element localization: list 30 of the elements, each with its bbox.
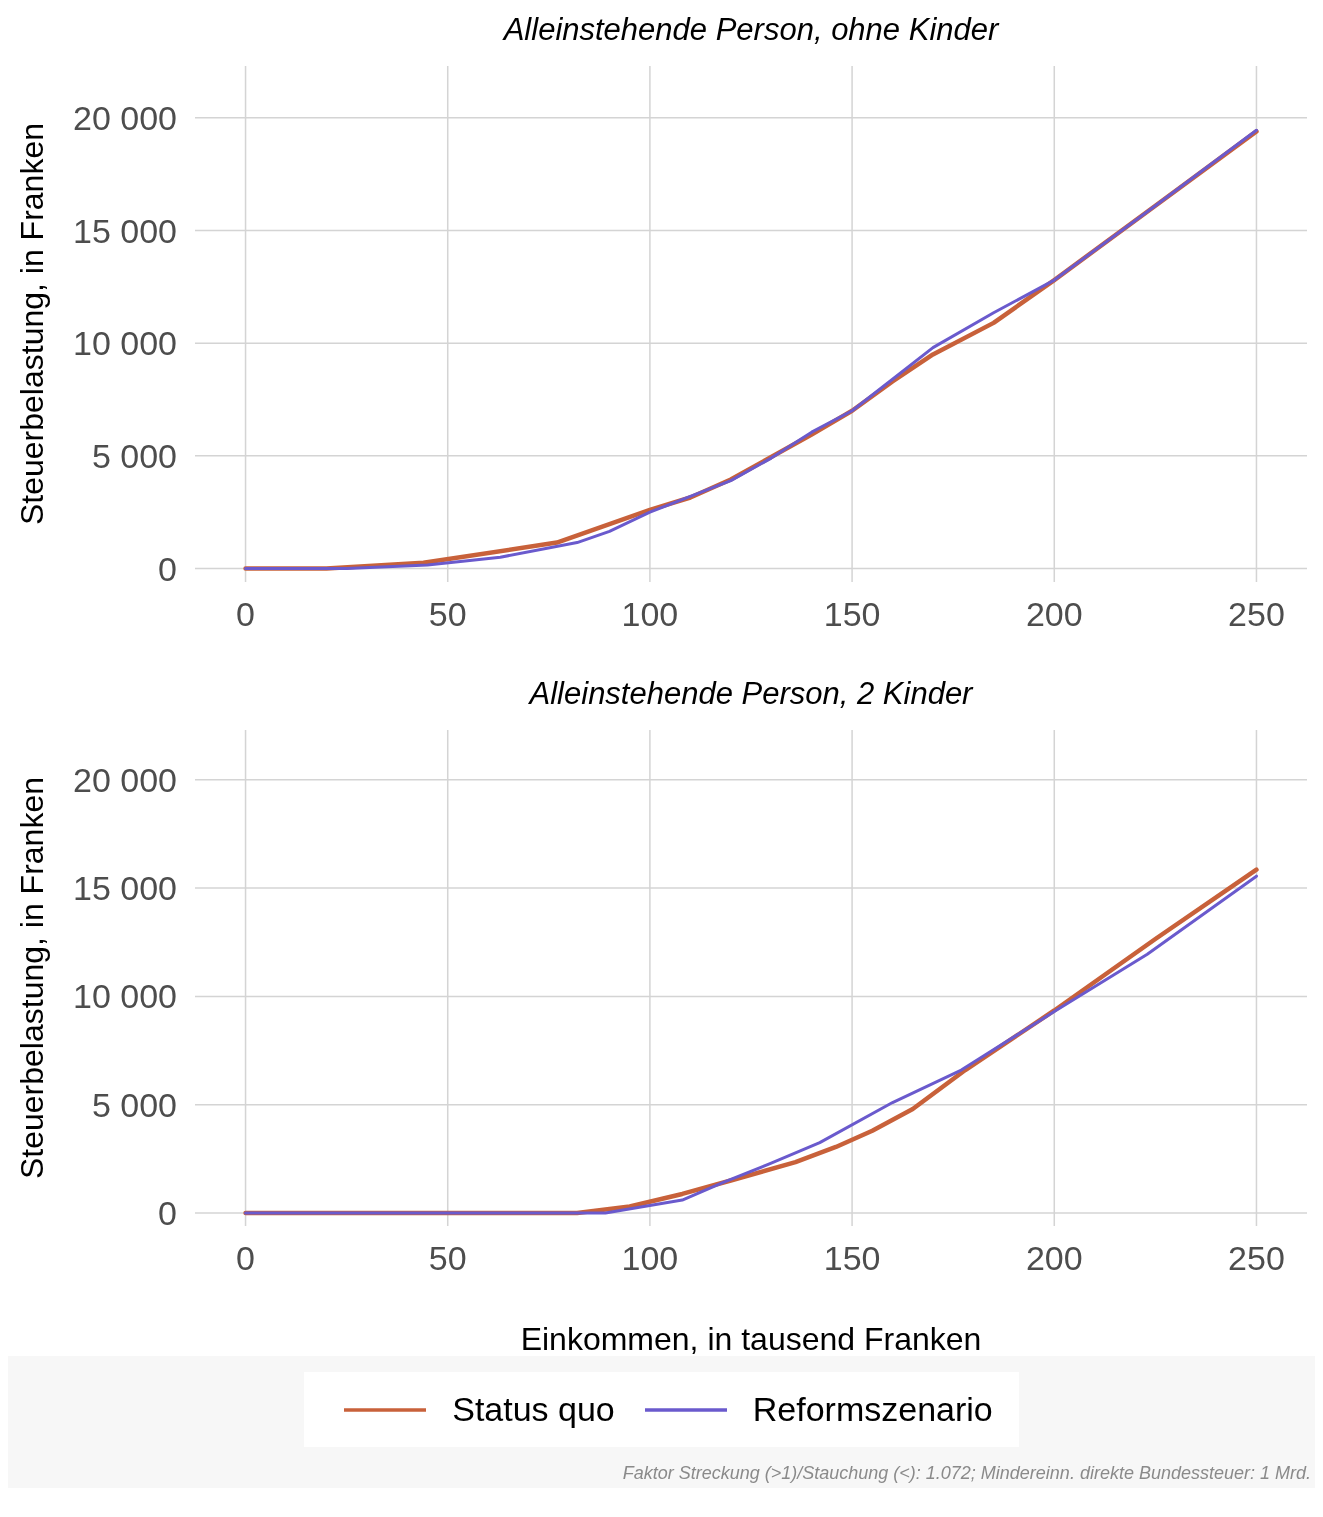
y-tick-label: 0 xyxy=(158,549,177,588)
chart-title: Alleinstehende Person, ohne Kinder xyxy=(501,11,1001,49)
y-tick-label: 20 000 xyxy=(73,760,177,799)
y-tick-label: 0 xyxy=(158,1194,177,1233)
y-tick-label: 15 000 xyxy=(73,869,177,908)
y-axis-title: Steuerbelastung, in Franken xyxy=(14,122,51,526)
x-tick-label: 200 xyxy=(1025,1239,1083,1278)
x-tick-label: 50 xyxy=(428,595,467,634)
x-tick-label: 0 xyxy=(236,1239,256,1278)
y-axis-title: Steuerbelastung, in Franken xyxy=(14,776,51,1180)
y-tick-label: 5 000 xyxy=(91,1085,177,1124)
x-tick-label: 150 xyxy=(823,1239,881,1278)
x-tick-label: 100 xyxy=(621,1239,679,1278)
x-tick-label: 100 xyxy=(621,595,679,634)
chart-title: Alleinstehende Person, 2 Kinder xyxy=(527,675,975,713)
x-tick-label: 150 xyxy=(823,595,881,634)
y-tick-label: 15 000 xyxy=(73,211,177,250)
x-axis-title: Einkommen, in tausend Franken xyxy=(520,1321,982,1357)
y-tick-label: 10 000 xyxy=(73,324,177,363)
x-tick-label: 0 xyxy=(236,595,256,634)
y-tick-label: 20 000 xyxy=(73,98,177,137)
legend-label: Status quo xyxy=(452,1390,615,1429)
y-tick-label: 10 000 xyxy=(73,977,177,1016)
x-tick-label: 50 xyxy=(428,1239,467,1278)
y-tick-label: 5 000 xyxy=(91,436,177,475)
text: Faktor Streckung (>1)/Stauchung (<): 1.072; Mindereinn. direkte Bundessteuer: 1 Mrd. xyxy=(8,1463,1315,1488)
x-tick-label: 250 xyxy=(1228,1239,1285,1278)
legend-label: Reformszenario xyxy=(752,1390,993,1429)
x-tick-label: 250 xyxy=(1228,595,1285,634)
x-tick-label: 200 xyxy=(1025,595,1083,634)
